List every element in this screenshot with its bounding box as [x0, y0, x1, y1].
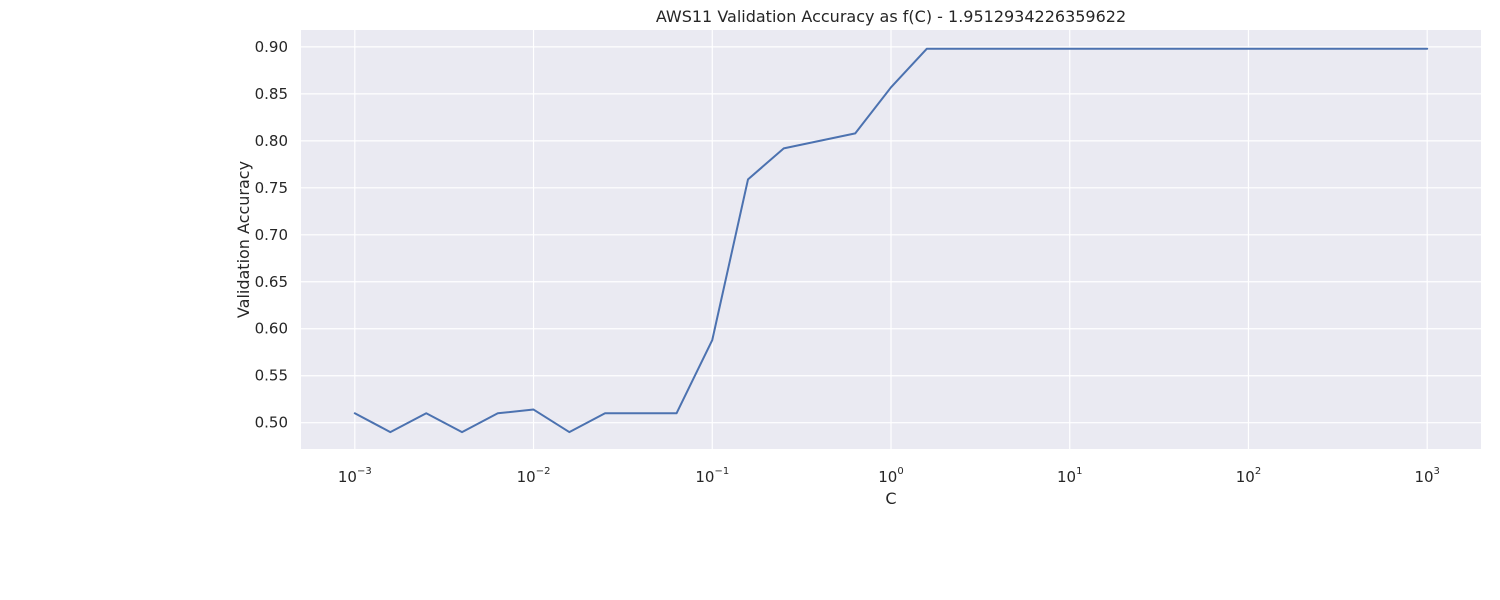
y-tick-label: 0.50	[255, 414, 288, 432]
x-tick-label: 10−2	[517, 466, 551, 486]
series-line	[353, 47, 1429, 434]
x-axis-title: C	[885, 489, 896, 508]
y-tick-label: 0.85	[255, 85, 288, 103]
series	[353, 47, 1429, 434]
x-tick-label: 101	[1057, 466, 1082, 486]
y-tick-label: 0.80	[255, 132, 288, 150]
y-tick-label: 0.55	[255, 367, 288, 385]
y-tick-label: 0.70	[255, 226, 288, 244]
x-tick-label: 103	[1414, 466, 1439, 486]
x-tick-label: 102	[1236, 466, 1261, 486]
x-tick-labels: 10−3 10−2 10−1 100 101 102 103	[338, 466, 1440, 486]
x-tick-label: 10−3	[338, 466, 372, 486]
y-tick-label: 0.90	[255, 38, 288, 56]
y-tick-label: 0.65	[255, 273, 288, 291]
y-tick-label: 0.60	[255, 320, 288, 338]
x-tick-label: 100	[878, 466, 903, 486]
y-tick-labels: 0.50 0.55 0.60 0.65 0.70 0.75 0.80 0.85 0.90	[255, 38, 288, 432]
x-tick-label: 10−1	[695, 466, 729, 486]
y-tick-label: 0.75	[255, 179, 288, 197]
y-axis-title: Validation Accuracy	[234, 161, 253, 318]
chart-title: AWS11 Validation Accuracy as f(C) - 1.95…	[656, 7, 1126, 26]
grid	[301, 30, 1481, 449]
